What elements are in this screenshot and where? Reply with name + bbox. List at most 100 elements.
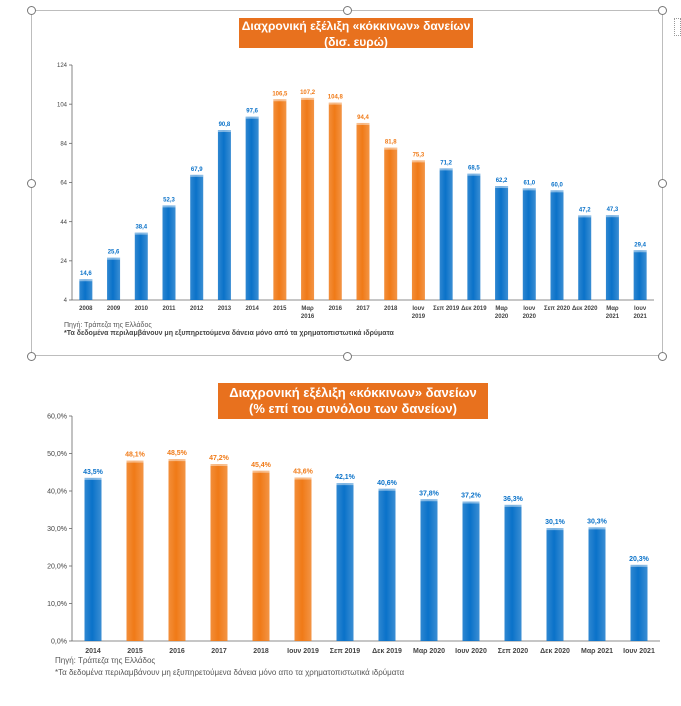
chart2-source: Πηγή: Τράπεζα της Ελλάδος [55, 656, 156, 665]
chart1-title-line2: (δισ. ευρώ) [324, 35, 388, 49]
x-tick-label: 2008 [79, 306, 93, 312]
data-label: 48,5% [167, 450, 188, 457]
bar-highlight [301, 97, 315, 100]
x-tick-label: Ιουν [412, 306, 425, 312]
bar [245, 116, 259, 300]
bar-highlight [210, 464, 228, 466]
bar [328, 102, 342, 300]
resize-handle-bottom-right[interactable] [658, 352, 667, 361]
bar [384, 147, 398, 300]
bar [356, 122, 370, 300]
data-label: 45,4% [251, 462, 272, 469]
data-label: 37,2% [461, 493, 482, 500]
resize-handle-middle-right[interactable] [658, 179, 667, 188]
bar-highlight [356, 122, 370, 125]
bar [378, 488, 396, 641]
x-tick-label: Δεκ 2019 [372, 648, 402, 655]
bar [495, 186, 509, 300]
bar [588, 527, 606, 641]
chart1-title: Διαχρονική εξέλιξη «κόκκινων» δανείων (δ… [239, 18, 473, 49]
bar [252, 470, 270, 641]
bar-highlight [546, 528, 564, 531]
data-label: 47,2 [579, 207, 591, 213]
bar [467, 173, 481, 300]
bar [134, 232, 148, 300]
x-tick-label: 2020 [523, 314, 537, 320]
resize-handle-bottom-left[interactable] [27, 352, 36, 361]
data-label: 43,5% [83, 469, 104, 476]
y-tick-label: 50,0% [47, 451, 67, 458]
bar-highlight [384, 147, 398, 150]
data-label: 61,0 [523, 180, 535, 186]
data-label: 47,2% [209, 455, 230, 462]
y-tick-label: 84 [60, 141, 67, 147]
x-tick-label: 2015 [127, 648, 143, 655]
bar-highlight [578, 215, 592, 218]
x-tick-label: 2013 [218, 306, 232, 312]
x-tick-label: Δεκ 2020 [540, 648, 570, 655]
x-tick-label: Ιουν [634, 306, 647, 312]
data-label: 48,1% [125, 452, 146, 459]
x-tick-label: Σεπ 2019 [433, 306, 460, 312]
bar [522, 188, 536, 300]
x-tick-label: Σεπ 2020 [498, 648, 529, 655]
chart2-footnote: *Τα δεδομένα περιλαμβάνουν μη εξυπηρετού… [55, 668, 405, 677]
resize-handle-top-left[interactable] [27, 6, 36, 15]
x-tick-label: Ιουν 2019 [287, 648, 319, 655]
chart2-title-line1: Διαχρονική εξέλιξη «κόκκινων» δανείων [229, 385, 477, 400]
chart1-source: Πηγή: Τράπεζα της Ελλάδος [64, 322, 152, 329]
bar-highlight [411, 160, 425, 163]
data-label: 107,2 [300, 90, 316, 96]
data-label: 30,3% [587, 518, 608, 525]
bar [162, 205, 176, 300]
bar-highlight [217, 130, 231, 133]
bar [126, 460, 144, 641]
data-label: 62,2 [496, 178, 508, 184]
data-label: 67,9 [191, 167, 203, 173]
data-label: 68,5 [468, 166, 480, 172]
bar [420, 499, 438, 641]
bar-highlight [294, 477, 312, 480]
bar-highlight [168, 459, 186, 462]
resize-handle-middle-left[interactable] [27, 179, 36, 188]
bar-highlight [252, 470, 270, 473]
x-tick-label: Μαρ [301, 306, 314, 312]
resize-handle-top-right[interactable] [658, 6, 667, 15]
bar [79, 279, 93, 300]
bar [168, 459, 186, 641]
data-label: 52,3 [163, 197, 175, 203]
chart2-title: Διαχρονική εξέλιξη «κόκκινων» δανείων (%… [218, 383, 488, 419]
data-label: 30,1% [545, 519, 566, 526]
resize-handle-bottom-center[interactable] [343, 352, 352, 361]
bar [546, 528, 564, 641]
data-label: 75,3 [413, 152, 425, 158]
x-tick-label: 2018 [253, 648, 269, 655]
bar-highlight [126, 460, 144, 463]
data-label: 81,8 [385, 140, 397, 146]
data-label: 90,8 [219, 122, 231, 128]
bar-highlight [336, 483, 354, 486]
bar-highlight [328, 102, 342, 105]
x-tick-label: Ιουν [523, 306, 536, 312]
bar-highlight [162, 205, 176, 208]
x-tick-label: 2014 [245, 306, 259, 312]
resize-handle-top-center[interactable] [343, 6, 352, 15]
bar [605, 215, 619, 300]
y-tick-label: 4 [64, 298, 68, 304]
bar-highlight [630, 564, 648, 567]
bar-highlight [84, 477, 102, 480]
chart1-title-line1: Διαχρονική εξέλιξη «κόκκινων» δανείων [241, 19, 471, 33]
x-tick-label: 2017 [356, 306, 370, 312]
bar-highlight [420, 499, 438, 502]
bar-highlight [245, 116, 259, 119]
data-label: 37,8% [419, 490, 440, 497]
y-tick-label: 44 [60, 220, 67, 226]
data-label: 29,4 [634, 242, 646, 248]
bar-highlight [378, 488, 396, 491]
bar-highlight [273, 99, 287, 102]
data-label: 71,2 [440, 160, 452, 166]
bar-highlight [79, 279, 93, 282]
x-tick-label: 2016 [301, 314, 315, 320]
y-tick-label: 30,0% [47, 526, 67, 533]
